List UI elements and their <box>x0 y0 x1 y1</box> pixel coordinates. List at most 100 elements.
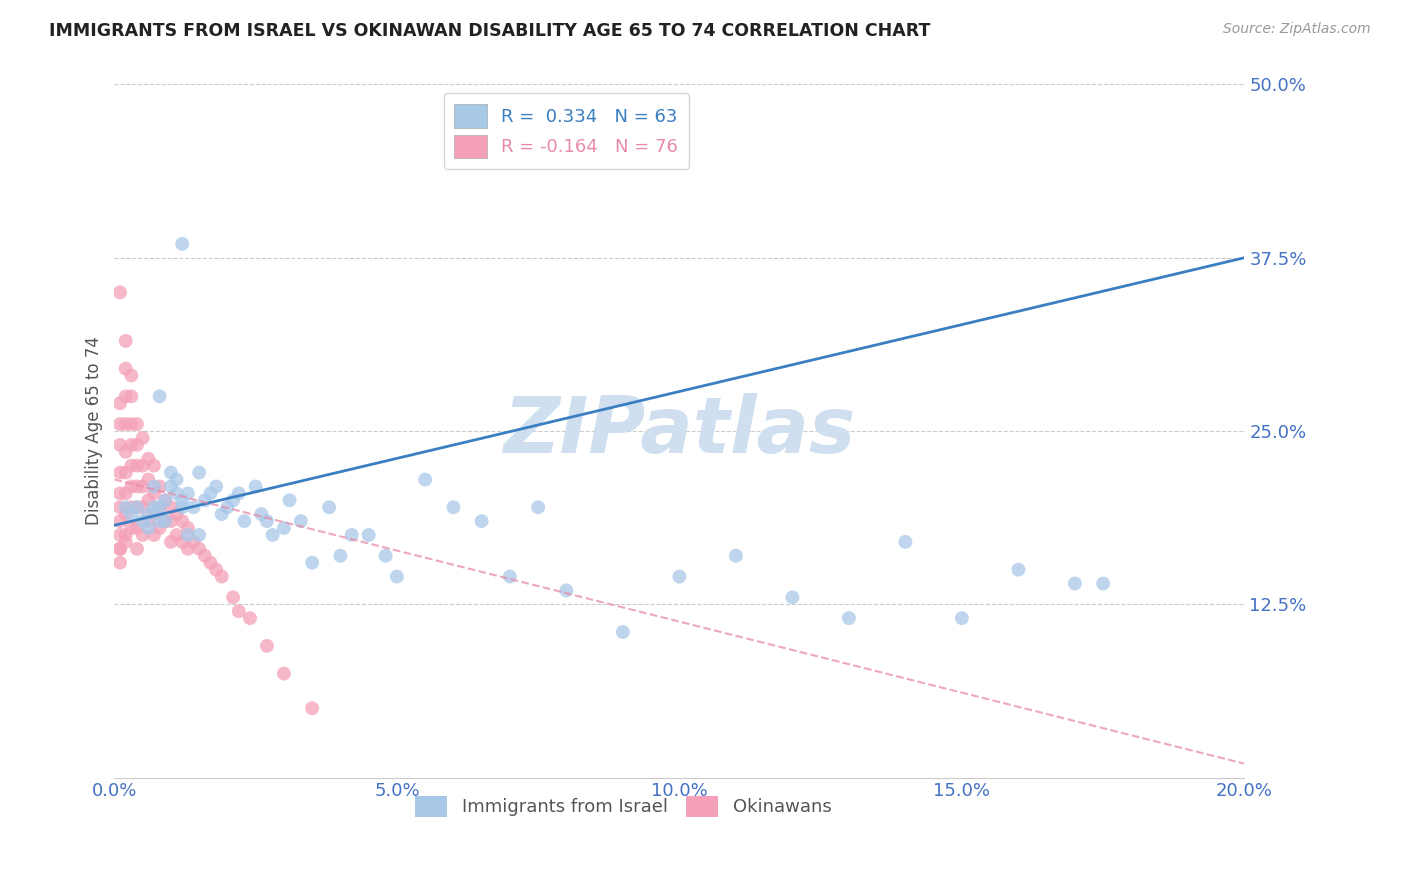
Immigrants from Israel <box>278 493 301 508</box>
Okinawans <box>166 507 188 521</box>
Okinawans <box>143 528 166 542</box>
Okinawans <box>166 528 188 542</box>
Okinawans <box>114 444 136 458</box>
Okinawans <box>120 438 142 452</box>
Immigrants from Israel <box>950 611 973 625</box>
Okinawans <box>108 486 131 500</box>
Okinawans <box>205 563 228 577</box>
Immigrants from Israel <box>228 486 250 500</box>
Immigrants from Israel <box>233 514 256 528</box>
Okinawans <box>177 541 200 556</box>
Immigrants from Israel <box>471 514 494 528</box>
Okinawans <box>108 466 131 480</box>
Immigrants from Israel <box>160 479 183 493</box>
Okinawans <box>108 396 131 410</box>
Okinawans <box>108 438 131 452</box>
Immigrants from Israel <box>188 528 211 542</box>
Okinawans <box>114 389 136 403</box>
Okinawans <box>136 451 159 466</box>
Okinawans <box>143 458 166 473</box>
Okinawans <box>183 535 205 549</box>
Immigrants from Israel <box>222 493 245 508</box>
Immigrants from Israel <box>250 507 273 521</box>
Immigrants from Israel <box>131 514 153 528</box>
Immigrants from Israel <box>1092 576 1115 591</box>
Immigrants from Israel <box>385 569 408 583</box>
Immigrants from Israel <box>340 528 363 542</box>
Immigrants from Israel <box>172 236 194 251</box>
Okinawans <box>188 541 211 556</box>
Okinawans <box>108 500 131 515</box>
Okinawans <box>125 500 148 515</box>
Okinawans <box>125 479 148 493</box>
Immigrants from Israel <box>160 466 183 480</box>
Immigrants from Israel <box>555 583 578 598</box>
Okinawans <box>143 507 166 521</box>
Okinawans <box>125 438 148 452</box>
Immigrants from Israel <box>188 466 211 480</box>
Okinawans <box>136 473 159 487</box>
Okinawans <box>125 417 148 431</box>
Okinawans <box>131 500 153 515</box>
Okinawans <box>108 556 131 570</box>
Okinawans <box>131 431 153 445</box>
Okinawans <box>149 500 172 515</box>
Okinawans <box>143 486 166 500</box>
Immigrants from Israel <box>894 535 917 549</box>
Immigrants from Israel <box>413 473 436 487</box>
Okinawans <box>131 458 153 473</box>
Immigrants from Israel <box>172 493 194 508</box>
Okinawans <box>149 521 172 535</box>
Okinawans <box>108 528 131 542</box>
Immigrants from Israel <box>217 500 239 515</box>
Immigrants from Israel <box>155 514 177 528</box>
Immigrants from Israel <box>194 493 217 508</box>
Y-axis label: Disability Age 65 to 74: Disability Age 65 to 74 <box>86 336 103 525</box>
Immigrants from Israel <box>205 479 228 493</box>
Okinawans <box>114 417 136 431</box>
Immigrants from Israel <box>1064 576 1087 591</box>
Okinawans <box>301 701 323 715</box>
Okinawans <box>155 493 177 508</box>
Okinawans <box>222 591 245 605</box>
Immigrants from Israel <box>724 549 747 563</box>
Immigrants from Israel <box>136 521 159 535</box>
Okinawans <box>155 514 177 528</box>
Okinawans <box>114 466 136 480</box>
Immigrants from Israel <box>143 500 166 515</box>
Immigrants from Israel <box>612 625 634 640</box>
Okinawans <box>211 569 233 583</box>
Okinawans <box>120 389 142 403</box>
Okinawans <box>256 639 278 653</box>
Okinawans <box>108 541 131 556</box>
Immigrants from Israel <box>1007 563 1029 577</box>
Immigrants from Israel <box>301 556 323 570</box>
Okinawans <box>194 549 217 563</box>
Okinawans <box>114 507 136 521</box>
Immigrants from Israel <box>149 500 172 515</box>
Okinawans <box>160 535 183 549</box>
Okinawans <box>125 541 148 556</box>
Text: ZIPatlas: ZIPatlas <box>503 393 855 469</box>
Immigrants from Israel <box>245 479 267 493</box>
Text: IMMIGRANTS FROM ISRAEL VS OKINAWAN DISABILITY AGE 65 TO 74 CORRELATION CHART: IMMIGRANTS FROM ISRAEL VS OKINAWAN DISAB… <box>49 22 931 40</box>
Immigrants from Israel <box>782 591 804 605</box>
Okinawans <box>273 666 295 681</box>
Immigrants from Israel <box>499 569 522 583</box>
Immigrants from Israel <box>155 493 177 508</box>
Okinawans <box>108 417 131 431</box>
Immigrants from Israel <box>262 528 284 542</box>
Okinawans <box>114 486 136 500</box>
Okinawans <box>120 458 142 473</box>
Okinawans <box>125 458 148 473</box>
Okinawans <box>239 611 262 625</box>
Immigrants from Israel <box>143 479 166 493</box>
Immigrants from Israel <box>290 514 312 528</box>
Immigrants from Israel <box>149 389 172 403</box>
Okinawans <box>149 479 172 493</box>
Okinawans <box>177 521 200 535</box>
Immigrants from Israel <box>149 514 172 528</box>
Okinawans <box>172 514 194 528</box>
Okinawans <box>228 604 250 618</box>
Immigrants from Israel <box>136 507 159 521</box>
